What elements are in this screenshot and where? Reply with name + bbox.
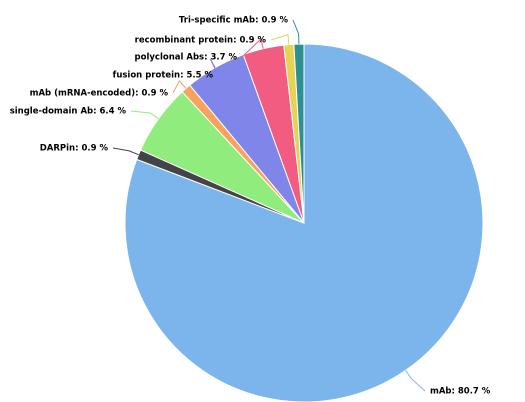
connector [130,110,159,120]
pie-slice [124,43,484,402]
connector [292,19,300,45]
connector [112,147,139,156]
data-label: recombinant protein: 0.9 % [135,36,267,46]
connector [241,37,264,58]
data-label: mAb: 80.7 % [430,387,491,397]
connector [172,80,187,94]
connector [405,370,426,392]
data-label: DARPin: 0.9 % [40,144,109,154]
data-label: Tri-specific mAb: 0.9 % [179,16,289,26]
connector [209,58,219,76]
connector [270,34,290,45]
data-label: mAb (mRNA-encoded): 0.9 % [30,89,169,99]
data-label: polyclonal Abs: 3.7 % [135,53,238,63]
data-label: single-domain Ab: 6.4 % [10,107,127,117]
data-label: fusion protein: 5.5 % [113,71,214,81]
